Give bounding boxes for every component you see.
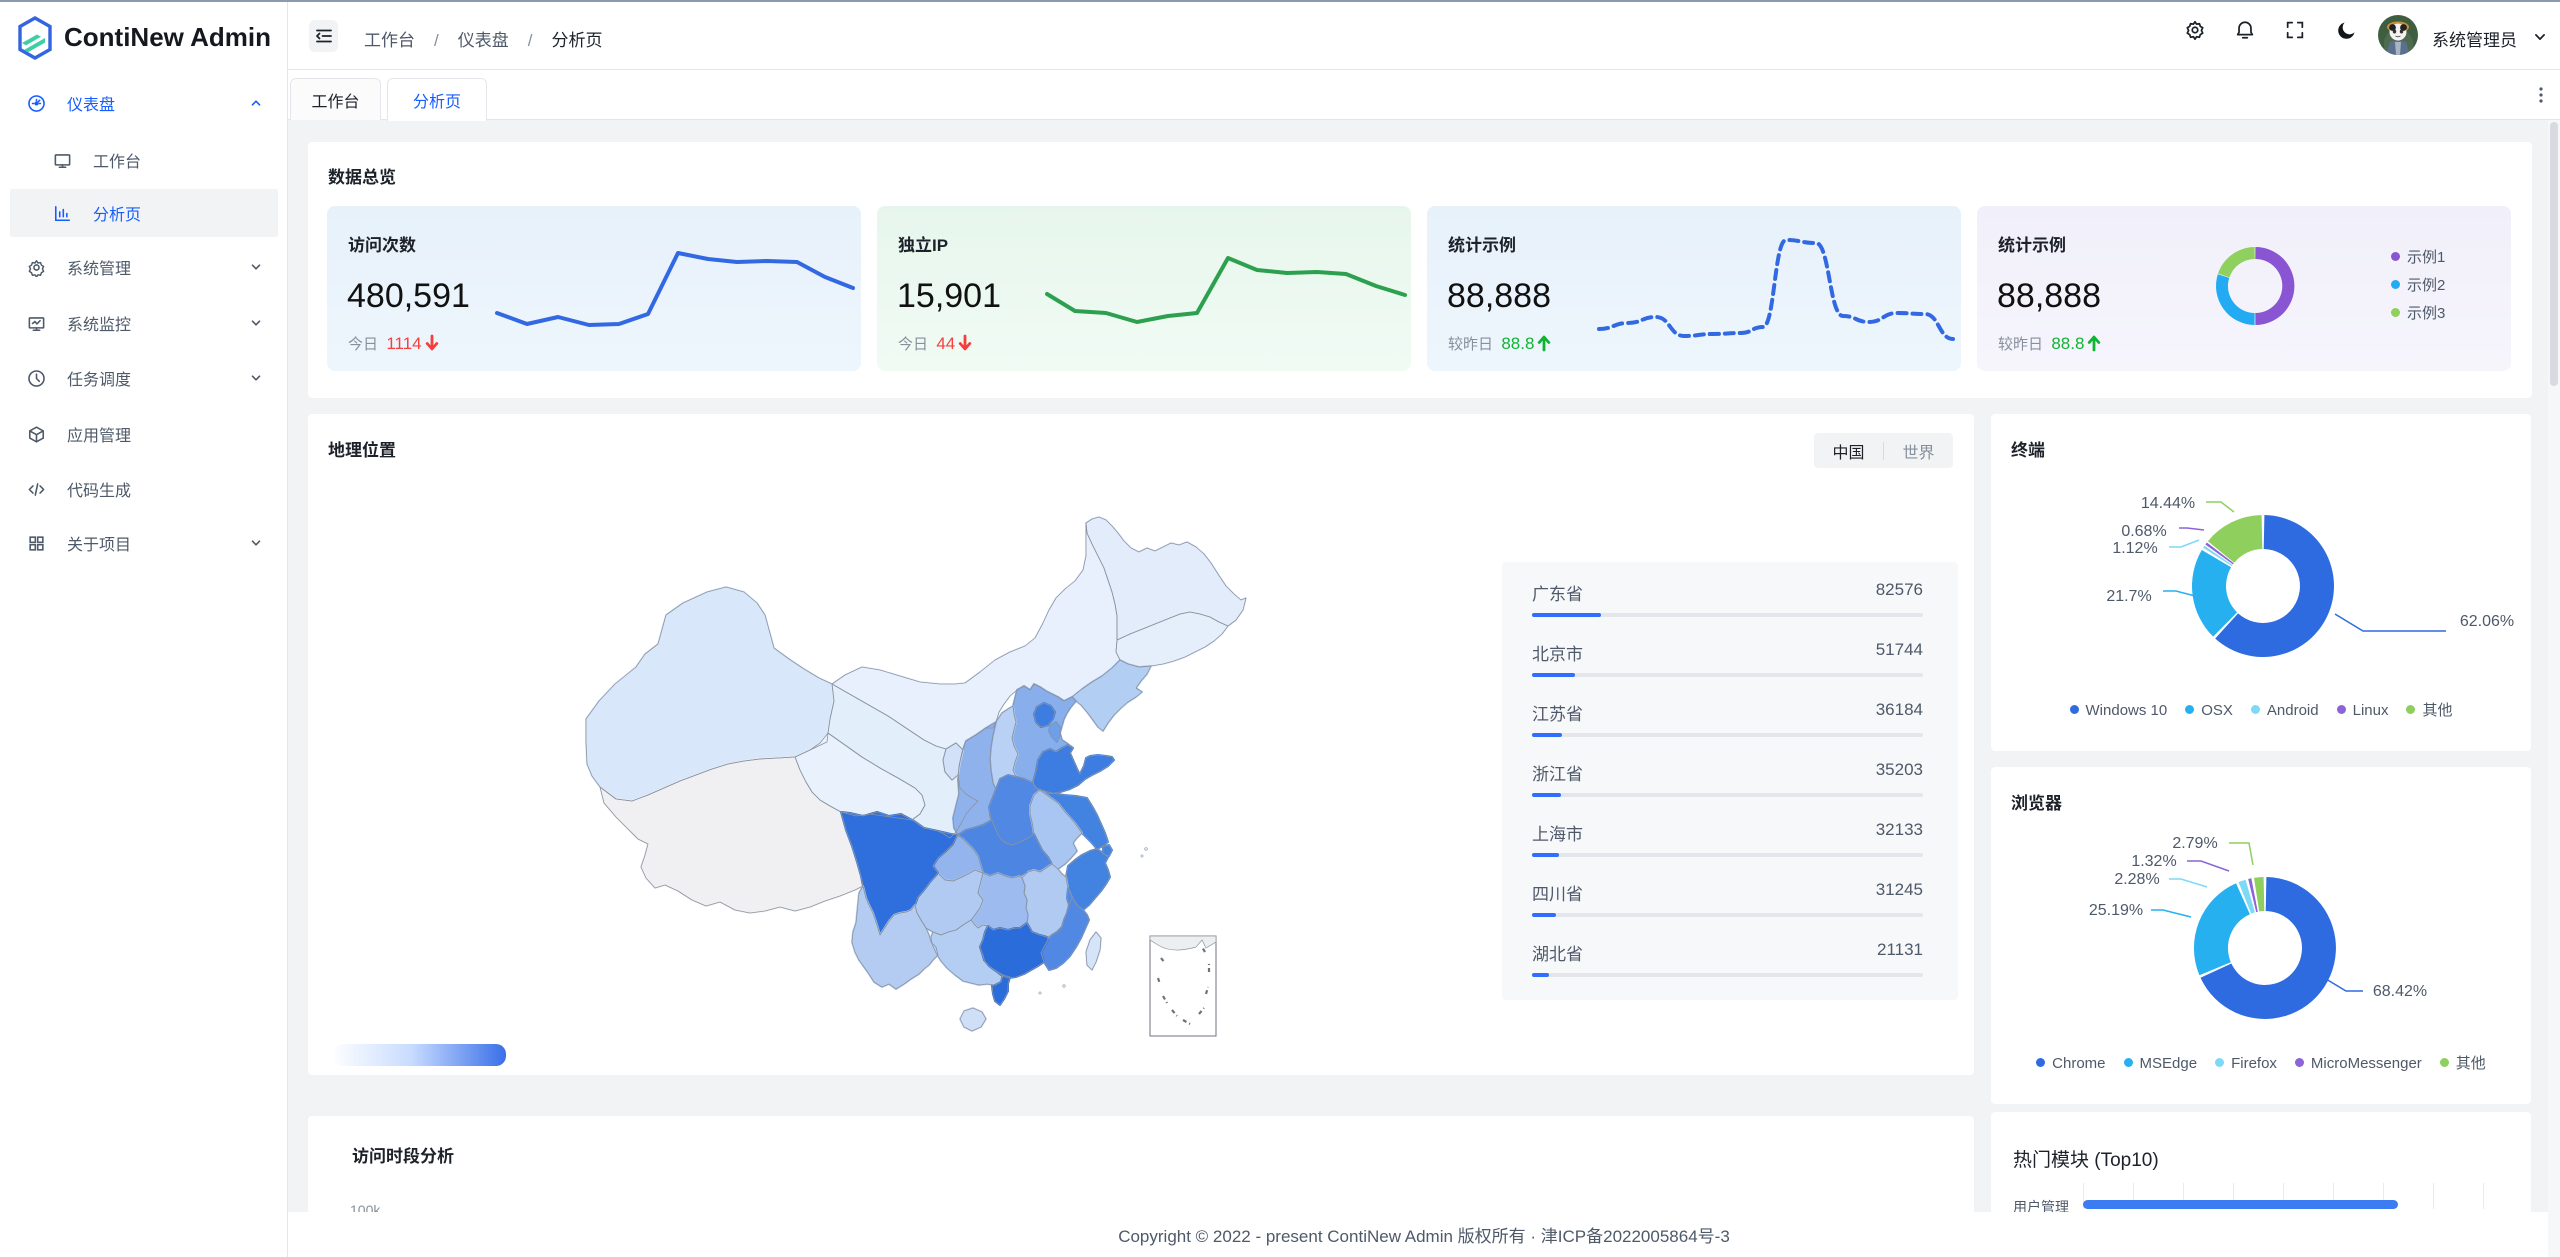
svg-text:2.28%: 2.28%	[2114, 871, 2159, 888]
svg-text:14.44%: 14.44%	[2141, 495, 2195, 512]
svg-text:68.42%: 68.42%	[2373, 983, 2427, 1000]
svg-text:21.7%: 21.7%	[2106, 588, 2151, 605]
svg-text:1.32%: 1.32%	[2131, 853, 2176, 870]
svg-text:1.12%: 1.12%	[2112, 540, 2157, 557]
svg-text:25.19%: 25.19%	[2089, 902, 2143, 919]
svg-text:2.79%: 2.79%	[2172, 835, 2217, 852]
svg-text:62.06%: 62.06%	[2460, 613, 2514, 630]
svg-text:0.68%: 0.68%	[2121, 523, 2166, 540]
